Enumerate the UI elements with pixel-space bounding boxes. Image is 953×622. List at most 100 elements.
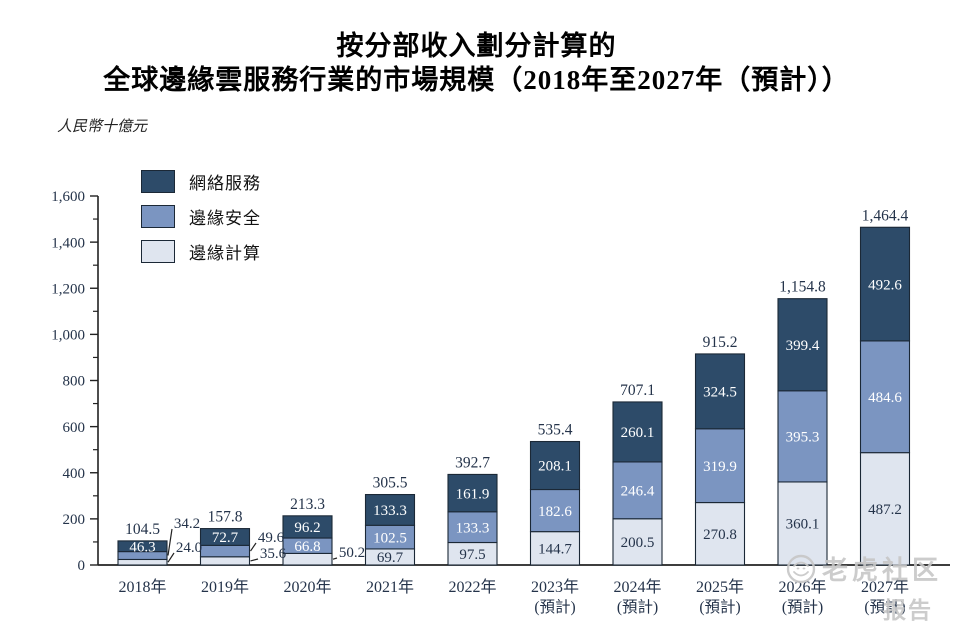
y-tick-label: 1,000 <box>51 328 85 344</box>
legend-item-edge-security: 邊緣安全 <box>141 204 261 228</box>
segment-value-label: 487.2 <box>868 502 902 518</box>
segment-value-label: 270.8 <box>703 527 737 543</box>
bar-segment <box>529 531 581 566</box>
total-value-label: 1,154.8 <box>779 279 826 296</box>
bar-segment <box>777 298 828 392</box>
y-tick-label: 1,600 <box>51 189 85 205</box>
unit-label: 人民幣十億元 <box>57 119 148 135</box>
segment-value-label: 360.1 <box>786 517 820 533</box>
segment-value-label: 182.6 <box>538 504 572 520</box>
x-category-label: 2027年 <box>861 578 909 596</box>
bar-segment <box>612 401 663 463</box>
segment-value-label: 69.7 <box>377 550 404 566</box>
bar-group-2022年: 97.5 133.3 161.9 392.7 <box>447 454 498 566</box>
legend-item-network-services: 網絡服務 <box>141 169 261 193</box>
bar-group-2027年: 487.2 484.6 492.6 1,464.4 <box>859 207 911 566</box>
x-category-note: (預計) <box>534 598 575 616</box>
outside-value-labels: 34.2 24.0 49.635.6 50.2 <box>167 516 365 563</box>
segment-value-label: 96.2 <box>294 520 320 536</box>
segment-value-label-outside: 35.6 <box>260 546 287 562</box>
segment-value-label: 324.5 <box>703 385 737 401</box>
x-category-label: 2026年 <box>778 578 826 596</box>
legend: 網絡服務 邊緣安全 邊緣計算 <box>141 169 261 263</box>
watermark-text-2: 报告 <box>883 597 933 622</box>
bar-segment <box>199 528 251 546</box>
legend-swatch-edge-computing <box>141 239 175 263</box>
bar-segment <box>529 488 581 533</box>
total-value-label: 1,464.4 <box>862 207 909 224</box>
segment-value-label: 319.9 <box>703 459 737 475</box>
bar-group-2026年: 360.1 395.3 399.4 1,154.8 <box>777 279 828 566</box>
bar-segment <box>117 540 168 553</box>
segment-value-label: 133.3 <box>456 520 490 536</box>
legend-label-edge-computing: 邊緣計算 <box>189 243 261 263</box>
bar-segment <box>117 558 168 566</box>
bar-segment <box>694 353 746 430</box>
bar-group-2019年: 72.7 157.8 <box>199 509 251 566</box>
segment-value-label: 260.1 <box>621 425 655 441</box>
bar-group-2023年: 144.7 182.6 208.1 535.4 <box>529 422 581 566</box>
bar-segment <box>282 552 333 566</box>
y-tick-label: 200 <box>63 512 86 528</box>
segment-value-label: 399.4 <box>786 338 820 354</box>
bar-group-2025年: 270.8 319.9 324.5 915.2 <box>694 334 746 566</box>
segment-value-label: 492.6 <box>868 277 902 293</box>
legend-item-edge-computing: 邊緣計算 <box>141 239 261 263</box>
x-category-label: 2021年 <box>366 578 414 596</box>
segment-value-label: 161.9 <box>456 486 490 502</box>
x-category-label: 2024年 <box>613 578 661 596</box>
bar-group-2021年: 69.7 102.5 133.3 305.5 <box>364 475 416 566</box>
segment-value-label: 395.3 <box>786 430 820 446</box>
total-value-label: 392.7 <box>455 454 490 471</box>
x-category-label: 2022年 <box>448 578 496 596</box>
bar-segment <box>612 518 663 566</box>
segment-value-label: 46.3 <box>129 539 155 555</box>
x-category-note: (預計) <box>864 598 905 616</box>
y-tick-label: 400 <box>63 466 86 482</box>
segment-value-label: 133.3 <box>373 503 407 519</box>
segment-value-label: 66.8 <box>294 539 320 555</box>
chart-title-line-2: 全球邊緣雲服務行業的市場規模（2018年至2027年（預計）） <box>103 65 850 95</box>
x-axis: 2018年 2019年 2020年 2021年 2022年 2023年 (預計) 2024年 (… <box>98 564 950 616</box>
bar-segment <box>777 481 828 566</box>
y-tick-label: 1,400 <box>51 235 85 251</box>
legend-swatch-edge-security <box>141 204 175 228</box>
x-category-label: 2018年 <box>118 578 166 596</box>
segment-value-label: 102.5 <box>373 530 407 546</box>
bar-segment <box>447 511 498 544</box>
bar-segment <box>694 428 746 504</box>
bar-segment <box>282 515 333 539</box>
x-category-label: 2020年 <box>283 578 331 596</box>
bar-segment <box>364 493 416 526</box>
bar-segment <box>694 501 746 566</box>
bar-segment <box>612 461 663 520</box>
total-value-label: 213.3 <box>290 496 325 513</box>
segment-value-label: 246.4 <box>621 484 655 500</box>
watermark-row: 老虎社区 <box>786 550 942 587</box>
chart-title: 按分部收入劃分計算的 全球邊緣雲服務行業的市場規模（2018年至2027年（預計… <box>0 29 953 97</box>
legend-label-network-services: 網絡服務 <box>189 173 261 193</box>
x-category-label: 2019年 <box>201 578 249 596</box>
total-value-label: 535.4 <box>538 422 573 439</box>
segment-value-label: 484.6 <box>868 390 902 406</box>
bar-segment <box>447 473 498 513</box>
bar-group-2024年: 200.5 246.4 260.1 707.1 <box>612 382 663 566</box>
total-value-label: 915.2 <box>703 334 738 351</box>
y-tick-label: 1,200 <box>51 281 85 297</box>
bar-segment <box>529 440 581 491</box>
watermark: 老虎社区 报告 <box>786 550 942 622</box>
bar-segment <box>199 544 251 558</box>
bar-group-2020年: 66.8 96.2 213.3 <box>282 496 333 566</box>
total-value-label: 707.1 <box>620 382 655 399</box>
bar-segment <box>199 556 251 566</box>
segment-value-label: 97.5 <box>459 547 485 563</box>
segment-value-label-outside: 24.0 <box>176 540 202 556</box>
tiger-logo-icon <box>786 554 816 583</box>
chart-title-line-1: 按分部收入劃分計算的 <box>336 31 617 61</box>
x-category-note: (預計) <box>782 598 823 616</box>
x-category-note: (預計) <box>699 598 740 616</box>
y-tick-label: 800 <box>63 374 86 390</box>
segment-value-label-outside: 49.6 <box>258 530 285 546</box>
